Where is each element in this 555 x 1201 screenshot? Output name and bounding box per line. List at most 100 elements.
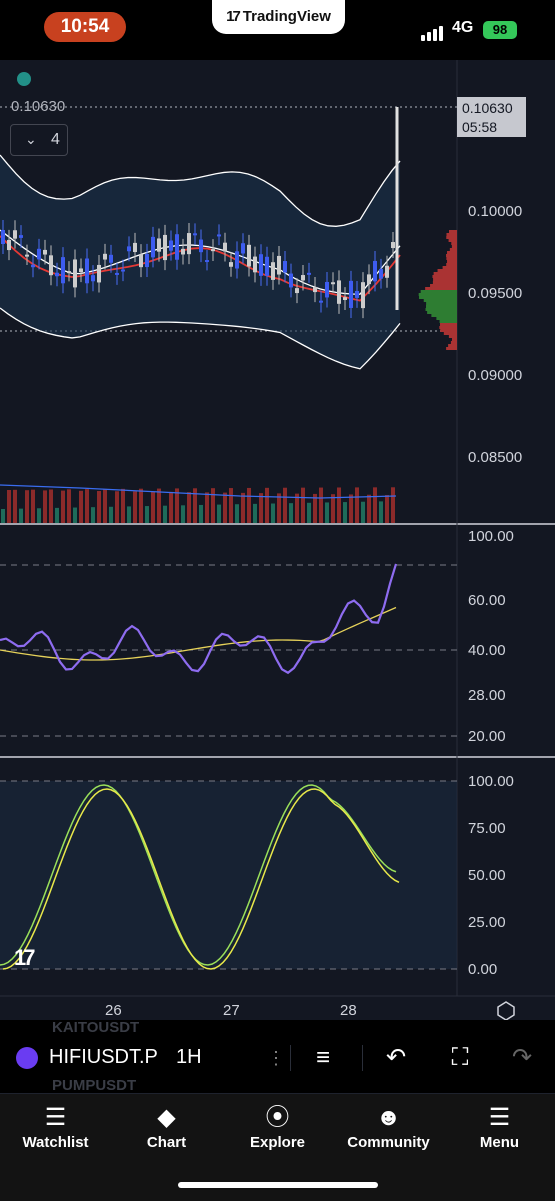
volume-bar — [259, 493, 263, 523]
candle-body — [145, 253, 149, 268]
symbol-button[interactable]: HIFIUSDT.P — [49, 1046, 158, 1068]
price-tick: 0.09000 — [468, 367, 522, 384]
volume-profile-bar — [425, 305, 457, 308]
volume-profile-bar — [447, 251, 457, 254]
volume-profile-bar — [425, 287, 457, 290]
volume-profile-bar — [436, 317, 457, 320]
tab-community[interactable]: ☻ Community — [333, 1094, 444, 1164]
candle-body — [343, 297, 347, 300]
volume-bar — [1, 509, 5, 523]
volume-bar — [157, 488, 161, 523]
hamburger-icon: ☰ — [488, 1104, 511, 1131]
volume-bar — [73, 507, 77, 523]
stoch-tick: 50.00 — [468, 867, 506, 884]
book-icon: ☰ — [44, 1104, 67, 1131]
interval-button[interactable]: 1H — [176, 1046, 202, 1068]
volume-bar — [79, 490, 83, 523]
volume-bar — [283, 487, 287, 523]
rsi-tick: 20.00 — [468, 728, 506, 745]
volume-bar — [379, 501, 383, 523]
clock: 10:54 — [44, 12, 126, 42]
candle-body — [241, 243, 245, 254]
volume-profile-bar — [419, 296, 457, 299]
volume-bar — [229, 488, 233, 523]
candle-body — [1, 230, 5, 244]
tab-label: Community — [347, 1134, 430, 1151]
volume-profile-bar — [442, 266, 457, 269]
volume-bar — [343, 502, 347, 523]
volume-bar — [385, 495, 389, 523]
candle-body — [271, 262, 275, 280]
tab-label: Explore — [249, 1134, 306, 1151]
candle-body — [73, 259, 77, 288]
home-indicator — [178, 1182, 378, 1188]
volume-profile-bar — [451, 245, 457, 248]
volume-bar — [91, 507, 95, 523]
volume-bar — [253, 503, 257, 523]
fullscreen-icon[interactable]: ⛶ — [451, 1044, 469, 1071]
volume-bar — [139, 488, 143, 523]
volume-bar — [181, 505, 185, 523]
candle-body — [289, 273, 293, 288]
candle-body — [181, 248, 185, 255]
candle-body — [97, 264, 101, 283]
candle-body — [91, 275, 95, 282]
candle-body — [349, 280, 353, 308]
rsi-line — [0, 563, 398, 675]
volume-bar — [85, 489, 89, 523]
app-pill[interactable]: 17 TradingView — [212, 0, 345, 34]
tab-watchlist[interactable]: ☰ Watchlist — [0, 1094, 111, 1164]
volume-profile-bar — [446, 233, 457, 236]
undo-icon[interactable]: ↶ — [385, 1044, 407, 1071]
date-tick: 27 — [223, 1002, 240, 1019]
rsi-tick: 40.00 — [468, 642, 506, 659]
tab-chart[interactable]: ◆ Chart — [111, 1094, 222, 1164]
volume-profile-bar — [420, 290, 457, 293]
candle-body — [31, 264, 35, 268]
candle-body — [307, 272, 311, 275]
volume-profile-bar — [440, 329, 457, 332]
more-options-icon[interactable]: ⋮ — [267, 1048, 285, 1068]
volume-bar — [169, 491, 173, 523]
volume-bar — [43, 490, 47, 523]
toolbar-divider — [362, 1045, 363, 1071]
rsi-tick: 60.00 — [468, 592, 506, 609]
candle-body — [235, 251, 239, 269]
candle-body — [37, 248, 41, 260]
candle-body — [7, 239, 11, 251]
chart-canvas[interactable]: 0.10000 0.09500 0.09000 0.08500 100.00 60.00 4… — [0, 60, 555, 1020]
settings-icon — [497, 1001, 515, 1020]
volume-bar — [109, 506, 113, 523]
candle-body — [175, 234, 179, 260]
volume-bar — [103, 488, 107, 523]
indicators-toggle-button[interactable]: ⌄ 4 — [10, 124, 68, 156]
chart-area[interactable]: 0.10000 0.09500 0.09000 0.08500 100.00 60.00 4… — [0, 60, 555, 1020]
candle-body — [61, 257, 65, 284]
tab-menu[interactable]: ☰ Menu — [444, 1094, 555, 1164]
battery-level: 98 — [492, 22, 508, 37]
rsi-tick: 100.00 — [468, 528, 514, 545]
candle-body — [205, 260, 209, 263]
tab-explore[interactable]: ⦿ Explore — [222, 1094, 333, 1164]
chevron-down-icon: ⌄ — [25, 131, 37, 147]
indicators-settings-icon[interactable]: ≡ — [315, 1044, 330, 1071]
volume-profile-bar — [451, 242, 457, 245]
candle-body — [49, 255, 53, 276]
candle-body — [85, 258, 89, 284]
candle-body — [25, 254, 29, 257]
volume-bar — [205, 492, 209, 523]
last-price-label: 0.10630 05:58 — [457, 97, 526, 137]
chart-icon: ◆ — [157, 1104, 176, 1131]
rsi-ma-line — [0, 606, 397, 661]
volume-bar — [391, 487, 395, 523]
redo-icon[interactable]: ↷ — [511, 1044, 533, 1071]
volume-bar — [337, 487, 341, 523]
stoch-tick: 100.00 — [468, 773, 514, 790]
rsi-tick: 28.00 — [468, 687, 506, 704]
volume-profile-bar — [423, 299, 457, 302]
candle-body — [19, 235, 23, 238]
toolbar-divider — [290, 1045, 291, 1071]
volume-profile-bar — [433, 278, 457, 281]
market-status-icon — [17, 72, 31, 86]
volume-profile-bar — [446, 347, 457, 350]
